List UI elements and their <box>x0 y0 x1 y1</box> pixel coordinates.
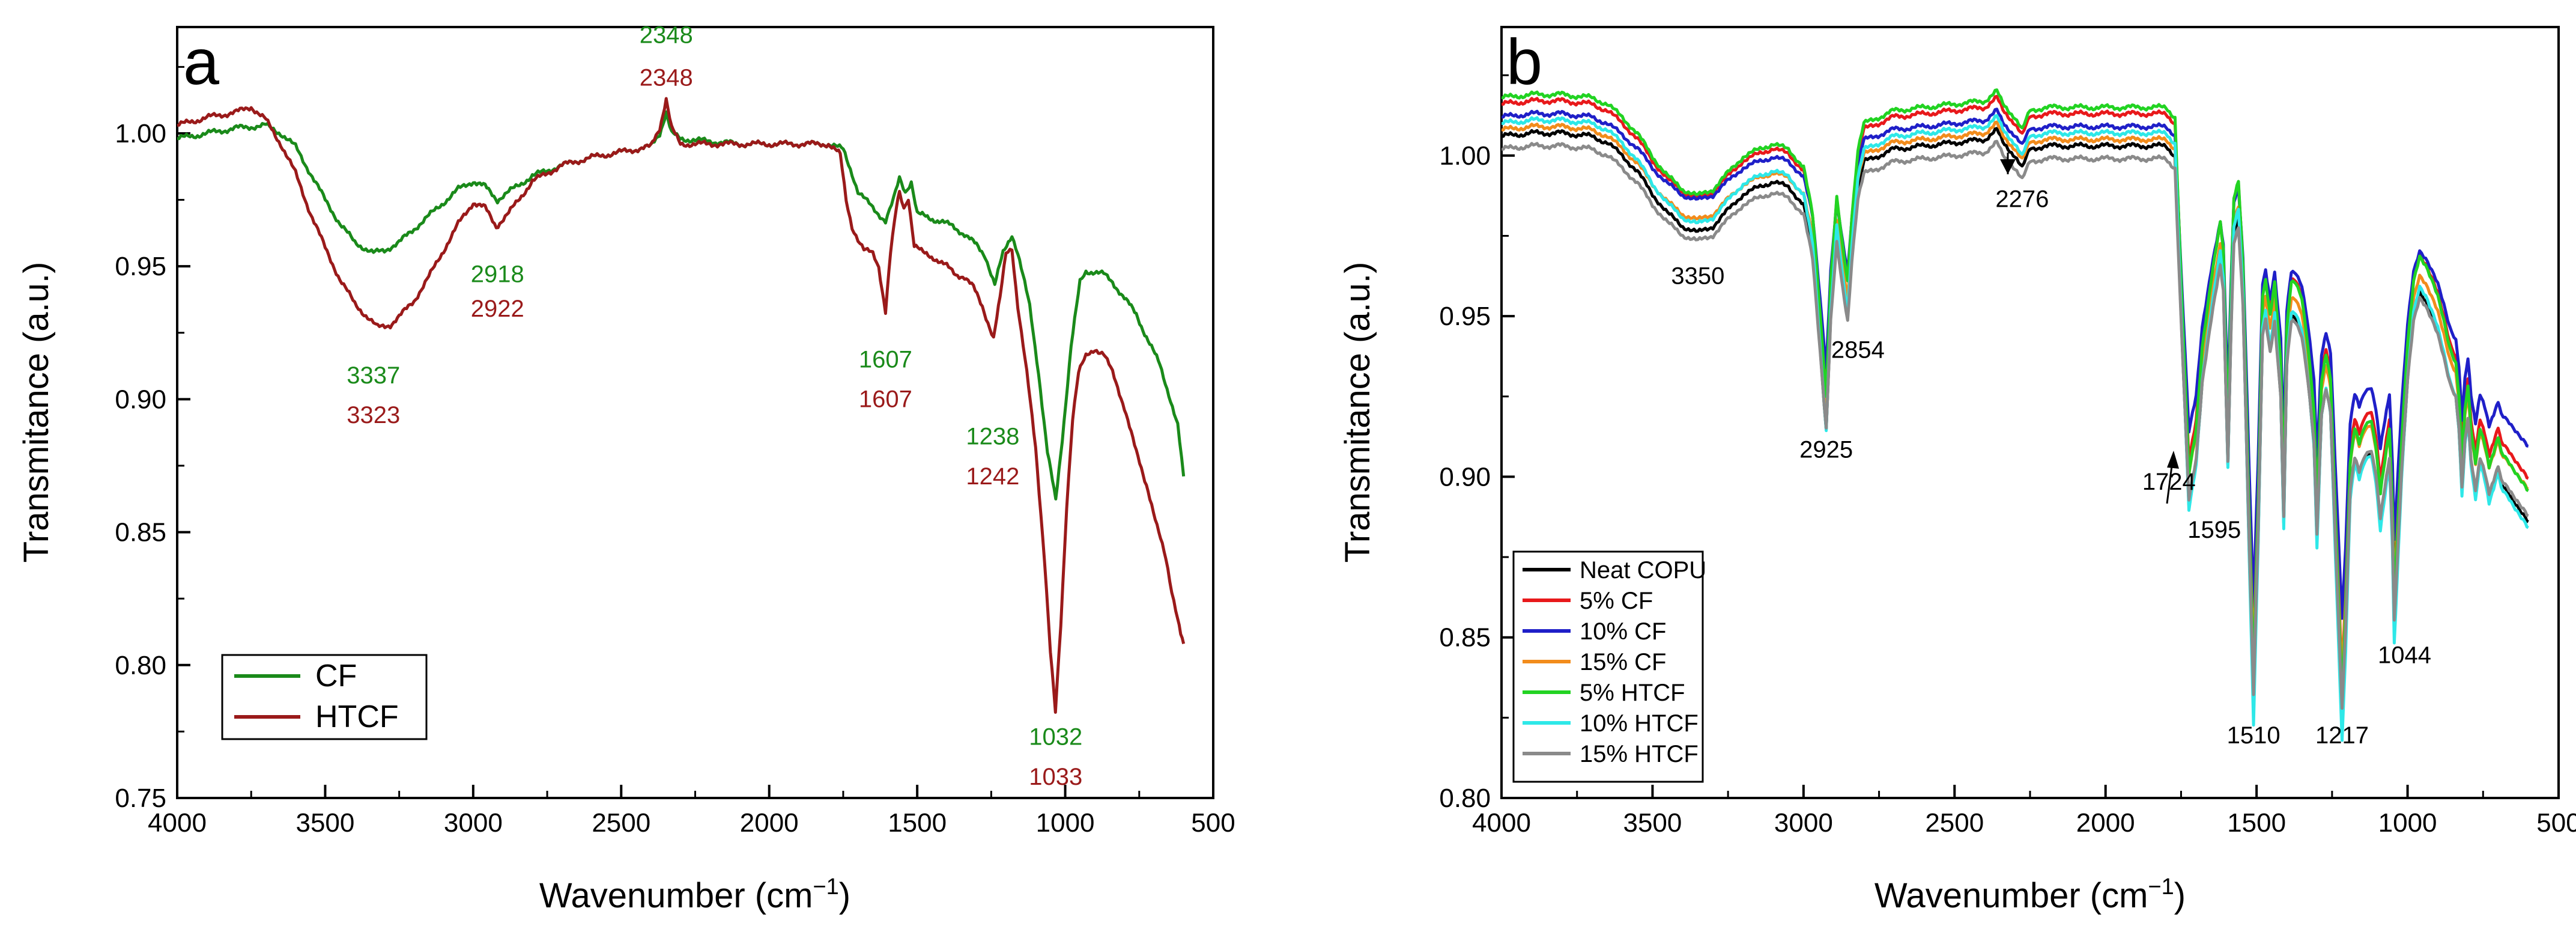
panel-a-annotation-1238: 1238 <box>966 424 1019 450</box>
panel-a-xtick-label-3000: 3000 <box>444 808 503 838</box>
panel-a-xtick-label-2000: 2000 <box>740 808 799 838</box>
panel-a-legend: CF HTCF <box>221 654 428 740</box>
panel-b-xtick-label-4000: 4000 <box>1472 808 1531 838</box>
panel-b-ytick-label-0.85: 0.85 <box>1439 623 1491 653</box>
panel-b-xtick-label-2500: 2500 <box>1925 808 1984 838</box>
legend-label-10pct-cf: 10% CF <box>1580 618 1667 645</box>
panel-b-annotation-1044: 1044 <box>2378 642 2431 668</box>
panel-a-xtick-label-1000: 1000 <box>1036 808 1095 838</box>
panel-b-annotations: 335029252854227617241595151012171044 <box>1671 186 2431 749</box>
panel-a-series <box>177 97 1186 714</box>
panel-b-legend-box <box>1512 550 1704 783</box>
panel-b-letter: b <box>1506 25 1542 98</box>
legend-label-15pct-cf: 15% CF <box>1580 649 1667 675</box>
panel-a-annotation-2918: 2918 <box>471 261 524 288</box>
panel-a-xtick-label-2500: 2500 <box>592 808 650 838</box>
panel-b-xtick-label-1000: 1000 <box>2378 808 2437 838</box>
panel-b-xtick-label-500: 500 <box>2536 808 2576 838</box>
legend-label-5pct-htcf: 5% HTCF <box>1580 680 1685 706</box>
panel-b-xtick-label-1500: 1500 <box>2227 808 2286 838</box>
panel-a-xtick-label-1500: 1500 <box>888 808 947 838</box>
panel-b-xtick-label-3000: 3000 <box>1774 808 1833 838</box>
panel-a-ytick-label-0.75: 0.75 <box>115 784 166 813</box>
panel-b-xtick-label-2000: 2000 <box>2076 808 2135 838</box>
panel-b-annotation-1217: 1217 <box>2315 722 2369 749</box>
panel-a-xtick-label-500: 500 <box>1191 808 1235 838</box>
panel-a-annotation-1607: 1607 <box>859 386 912 413</box>
panel-b-arrows <box>2000 153 2179 504</box>
legend-label-15pct-htcf: 15% HTCF <box>1580 741 1699 767</box>
panel-a-ytick-label-0.85: 0.85 <box>115 518 166 547</box>
panel-a-annotation-1033: 1033 <box>1029 764 1082 790</box>
panel-b-annotation-2276: 2276 <box>1995 186 2049 212</box>
arrow-1595-head <box>2167 451 2179 469</box>
series-10pct-htcf-line <box>1501 114 2529 742</box>
series-5pct-htcf-line <box>1501 88 2529 699</box>
panel-a-annotation-2348: 2348 <box>640 22 693 49</box>
panel-a-legend-box <box>221 654 428 740</box>
legend-label-neat-copu: Neat COPU <box>1580 557 1706 583</box>
panel-a-xtick-label-3500: 3500 <box>295 808 354 838</box>
panel-b-ytick-label-0.95: 0.95 <box>1439 302 1491 331</box>
series-10pct-cf-line <box>1501 108 2529 620</box>
legend-label-5pct-cf: 5% CF <box>1580 588 1653 614</box>
panel-b: 4000 3500 3000 2500 2000 1500 1000 500 0.80 0.85 0… <box>1338 25 2576 915</box>
series-cf-line <box>177 110 1186 501</box>
panel-b-ytick-label-0.90: 0.90 <box>1439 462 1491 492</box>
panel-b-annotation-1595: 1595 <box>2187 517 2241 543</box>
panel-a-annotations: 2348 2348 2918 2922 3337 3323 1607 1607 1238 1242… <box>347 22 1082 790</box>
panel-b-annotation-1510: 1510 <box>2227 722 2281 749</box>
panel-b-y-axis-title: Transmitance (a.u.) <box>1338 262 1377 563</box>
legend-label-cf: CF <box>315 659 357 693</box>
panel-b-ytick-label-1.00: 1.00 <box>1439 141 1491 171</box>
panel-a-annotation-3323: 3323 <box>347 402 400 428</box>
panel-a-annotation-1242: 1242 <box>966 463 1019 490</box>
legend-label-htcf: HTCF <box>315 699 399 734</box>
series-htcf-line <box>177 97 1186 714</box>
series-15pct-htcf-line <box>1501 139 2529 710</box>
panel-a-ytick-label-0.80: 0.80 <box>115 651 166 680</box>
arrow-2276-head <box>2000 159 2016 174</box>
legend-label-10pct-htcf: 10% HTCF <box>1580 710 1699 737</box>
panel-a-annotation-3337: 3337 <box>347 362 400 389</box>
panel-a-ytick-label-1.00: 1.00 <box>115 119 166 148</box>
panel-b-xtick-label-3500: 3500 <box>1623 808 1682 838</box>
panel-a-annotation-1032: 1032 <box>1029 724 1082 751</box>
panel-a-annotation-1607: 1607 <box>859 346 912 373</box>
panel-b-annotation-2925: 2925 <box>1799 436 1853 463</box>
panel-a-letter: a <box>183 25 220 98</box>
panel-b-ytick-label-0.80: 0.80 <box>1439 784 1491 813</box>
panel-a-annotation-2348: 2348 <box>640 64 693 91</box>
panel-a-ytick-label-0.90: 0.90 <box>115 385 166 414</box>
panel-b-legend: Neat COPU 5% CF 10% CF 15% CF 5% HTCF 10% HTC… <box>1512 550 1706 783</box>
panel-b-ticks: 4000 3500 3000 2500 2000 1500 1000 500 0.80 0.85 0… <box>1439 74 2576 838</box>
panel-b-annotation-2854: 2854 <box>1831 337 1885 364</box>
panel-b-series <box>1501 88 2529 742</box>
panel-a: 4000 3500 3000 2500 2000 1500 1000 500 0.75 0.80 0… <box>17 22 1235 915</box>
panel-a-ticks: 4000 3500 3000 2500 2000 1500 1000 500 0.75 0.80 0… <box>115 65 1235 838</box>
panel-a-y-axis-title: Transmitance (a.u.) <box>17 262 56 563</box>
panel-a-xtick-label-4000: 4000 <box>148 808 207 838</box>
panel-b-annotation-3350: 3350 <box>1671 263 1724 290</box>
panel-a-x-axis-title: Wavenumber (cm−1) <box>539 874 850 915</box>
panel-a-ytick-label-0.95: 0.95 <box>115 252 166 281</box>
panel-b-x-axis-title: Wavenumber (cm−1) <box>1874 874 2186 915</box>
panel-a-annotation-2922: 2922 <box>471 296 524 322</box>
